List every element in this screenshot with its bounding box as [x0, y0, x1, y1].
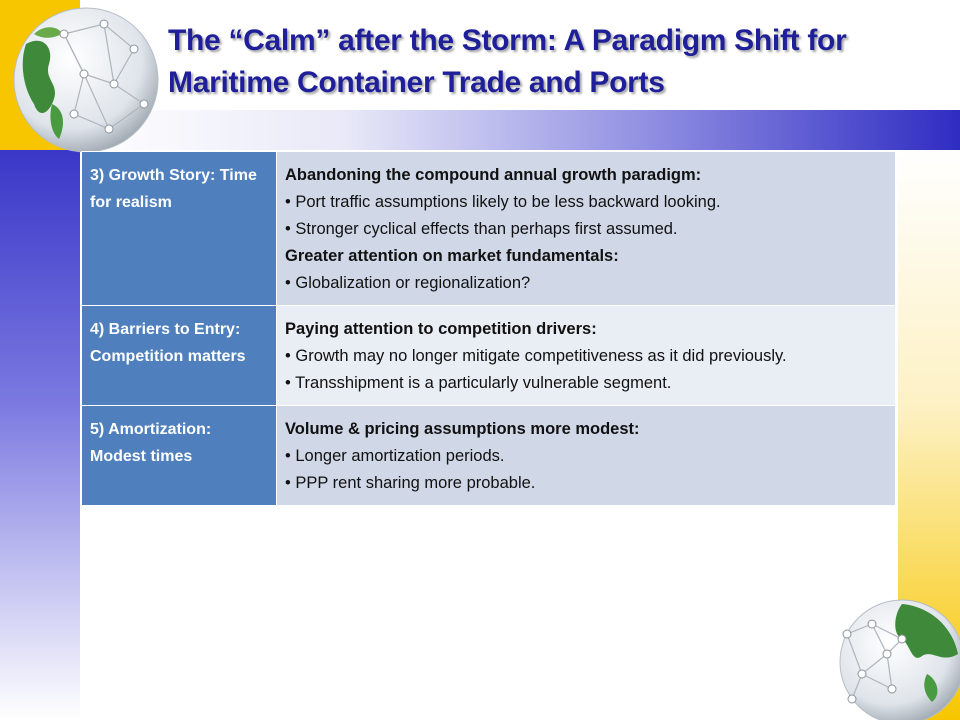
row-label-cell: 3) Growth Story: Time for realism — [81, 151, 277, 306]
table-body: 3) Growth Story: Time for realism Abandon… — [81, 151, 896, 506]
section-heading: Greater attention on market fundamentals… — [285, 247, 619, 265]
globe-network-icon — [13, 7, 159, 153]
bullet-item: Longer amortization periods. — [285, 443, 887, 470]
bullet-item: Transshipment is a particularly vulnerab… — [285, 370, 887, 397]
table-row: 4) Barriers to Entry: Competition matter… — [81, 305, 896, 406]
bullet-item: Port traffic assumptions likely to be le… — [285, 189, 887, 216]
row-body-cell: Abandoning the compound annual growth pa… — [276, 151, 896, 306]
table-row: 5) Amortization: Modest times Volume & pr… — [81, 405, 896, 506]
section-heading: Paying attention to competition drivers: — [285, 320, 597, 338]
globe-asia-network-icon — [839, 599, 960, 720]
bullet-item: Globalization or regionalization? — [285, 270, 887, 297]
row-label: 4) Barriers to Entry: Competition matter… — [90, 321, 246, 365]
content-table: 3) Growth Story: Time for realism Abandon… — [81, 151, 896, 506]
row-body-cell: Volume & pricing assumptions more modest… — [276, 405, 896, 506]
bullet-item: Stronger cyclical effects than perhaps f… — [285, 216, 887, 243]
header-gradient-band — [80, 110, 960, 150]
section-heading: Volume & pricing assumptions more modest… — [285, 420, 640, 438]
row-label-cell: 4) Barriers to Entry: Competition matter… — [81, 305, 277, 406]
slide-title: The “Calm” after the Storm: A Paradigm S… — [168, 24, 847, 99]
row-label-cell: 5) Amortization: Modest times — [81, 405, 277, 506]
row-label: 3) Growth Story: Time for realism — [90, 167, 257, 211]
section-heading: Abandoning the compound annual growth pa… — [285, 166, 702, 184]
row-label: 5) Amortization: Modest times — [90, 421, 212, 465]
table-row: 3) Growth Story: Time for realism Abandon… — [81, 151, 896, 306]
row-body-cell: Paying attention to competition drivers:… — [276, 305, 896, 406]
bullet-item: Growth may no longer mitigate competitiv… — [285, 343, 887, 370]
bullet-item: PPP rent sharing more probable. — [285, 470, 887, 497]
